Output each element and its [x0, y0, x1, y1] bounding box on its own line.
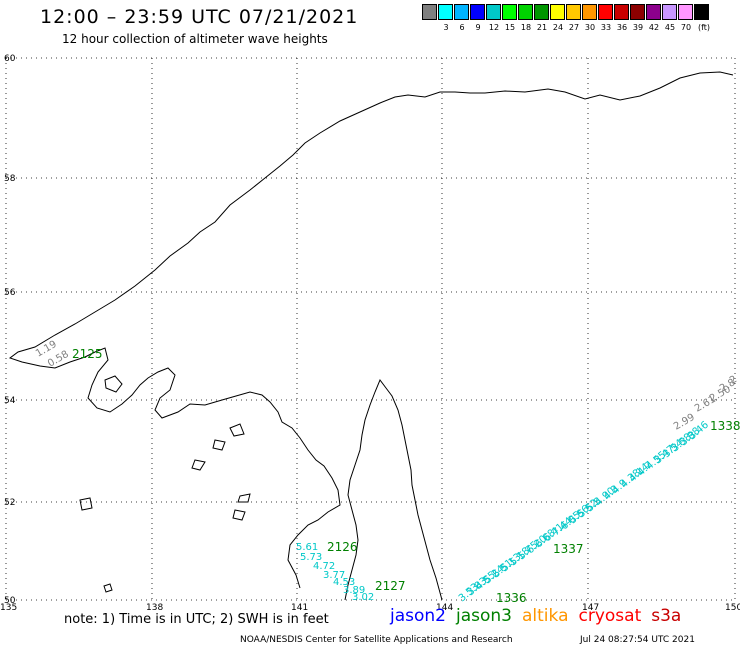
map-title: 12:00 – 23:59 UTC 07/21/2021 [40, 6, 359, 28]
legend-swatch [566, 4, 581, 20]
map-subtitle: 12 hour collection of altimeter wave hei… [62, 32, 328, 46]
pass-label: 2127 [375, 579, 406, 593]
wave-height-value: 3.77 [323, 570, 345, 581]
satellite-jason2: jason2 [390, 606, 446, 626]
credit-line: NOAA/NESDIS Center for Satellite Applica… [240, 635, 513, 645]
legend-label: 24 [552, 23, 564, 32]
legend-label: 15 [504, 23, 516, 32]
satellite-cryosat: cryosat [578, 606, 642, 626]
legend-swatch [662, 4, 677, 20]
island-4 [232, 509, 246, 521]
legend-label: 12 [488, 23, 500, 32]
longitude-label: 138 [146, 603, 163, 613]
latitude-label: 58 [4, 174, 16, 184]
legend-swatch [646, 4, 661, 20]
legend-swatch [550, 4, 565, 20]
pass-label: 2125 [72, 347, 103, 361]
legend-swatch [614, 4, 629, 20]
island-7 [229, 423, 245, 437]
wave-height-value: 5.61 [296, 542, 318, 553]
satellite-altika: altika [522, 606, 569, 626]
longitude-label: 147 [582, 603, 599, 613]
pass-label: 1336 [496, 591, 527, 605]
wave-height-value: 3.02 [352, 592, 374, 603]
latitude-label: 50 [4, 596, 16, 606]
legend-swatch [678, 4, 693, 20]
legend-label: 27 [568, 23, 580, 32]
legend-swatch [486, 4, 501, 20]
legend-unit: (ft) [698, 23, 711, 32]
latitude-label: 52 [4, 498, 15, 508]
wave-height-value: 5.73 [300, 552, 322, 563]
island-8 [103, 583, 113, 593]
latitude-label: 54 [4, 396, 16, 406]
map-annotations: 2125212621271336133713381.190.582.992.61… [34, 339, 740, 605]
legend-label: 33 [600, 23, 612, 32]
legend-label: 30 [584, 23, 596, 32]
legend-swatch [534, 4, 549, 20]
legend-swatch [454, 4, 469, 20]
footer-note: note: 1) Time is in UTC; 2) SWH is in fe… [64, 612, 329, 627]
legend-label: 42 [648, 23, 660, 32]
timestamp: Jul 24 08:27:54 UTC 2021 [580, 635, 695, 645]
legend-swatch [694, 4, 709, 20]
longitude-label: 144 [436, 603, 453, 613]
island-1 [104, 375, 123, 393]
legend-swatch [470, 4, 485, 20]
island-5 [79, 497, 93, 511]
legend-label: 9 [475, 23, 481, 32]
legend-swatch [502, 4, 517, 20]
legend-swatch [438, 4, 453, 20]
legend-swatch [422, 4, 437, 20]
island-3 [237, 493, 251, 503]
legend-label: 70 [680, 23, 692, 32]
legend-swatch [518, 4, 533, 20]
coastline-peninsula [344, 379, 443, 601]
coastline-mainland-north [8, 71, 734, 369]
longitude-label: 150 [725, 603, 740, 613]
coastline-gulf [87, 347, 341, 589]
latitude-label: 60 [4, 54, 16, 64]
legend-label: 45 [664, 23, 676, 32]
latitude-label: 56 [4, 288, 16, 298]
legend-label: 6 [459, 23, 465, 32]
legend-label: 39 [632, 23, 644, 32]
island-2 [212, 439, 226, 451]
legend-swatch [582, 4, 597, 20]
pass-label: 1338 [710, 419, 740, 433]
legend-label: 18 [520, 23, 532, 32]
pass-label: 2126 [327, 540, 358, 554]
legend-swatch [598, 4, 613, 20]
longitude-label: 135 [0, 603, 17, 613]
legend-label: 36 [616, 23, 628, 32]
legend-label: 3 [443, 23, 449, 32]
legend-label: 21 [536, 23, 548, 32]
legend-swatch [630, 4, 645, 20]
island-6 [191, 459, 206, 471]
satellite-s3a: s3a [651, 606, 682, 626]
wave-height-value: 4.53 [333, 577, 355, 588]
coastline [8, 71, 734, 601]
longitude-label: 141 [291, 603, 308, 613]
wave-height-value: 3.89 [343, 585, 365, 596]
wave-height-value: 4.72 [313, 561, 335, 572]
satellite-jason3: jason3 [456, 606, 512, 626]
satellite-legend: jason2 jason3 altika cryosat s3a [390, 606, 691, 626]
wave-height-value: 2 [728, 374, 739, 387]
pass-label: 1337 [553, 542, 584, 556]
